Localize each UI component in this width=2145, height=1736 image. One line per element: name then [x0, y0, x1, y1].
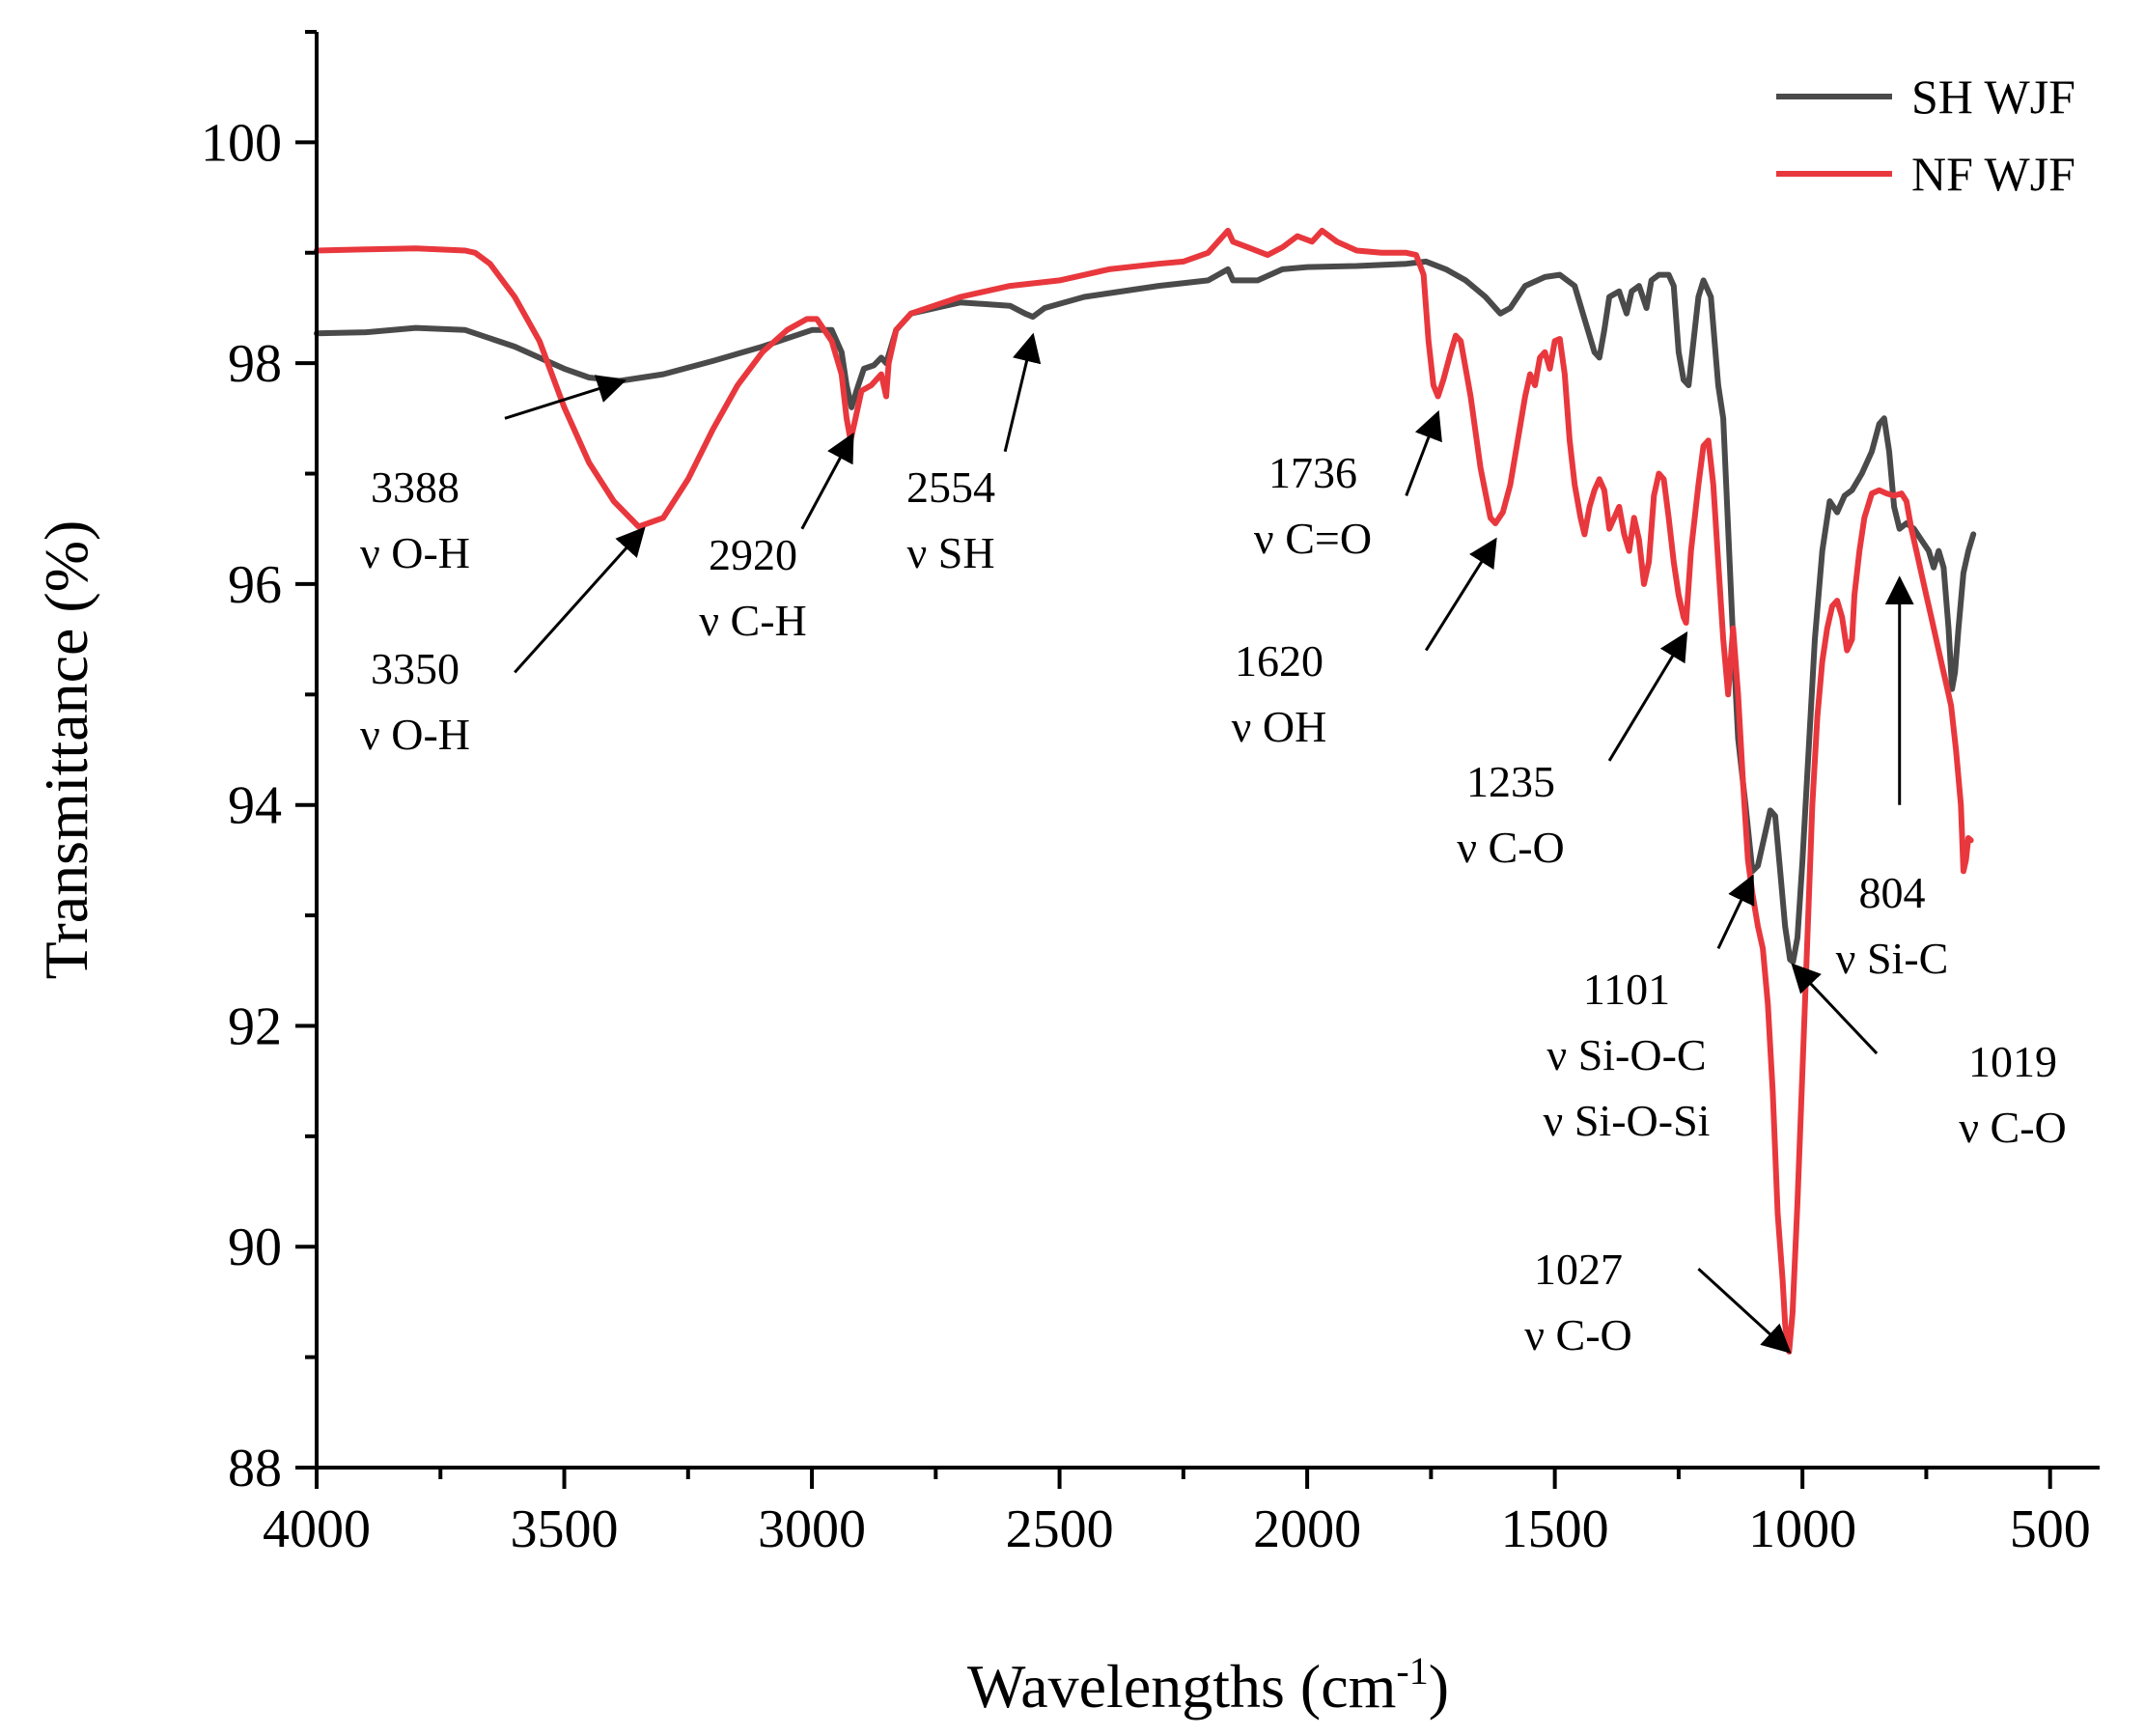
x-tick-label: 3000	[758, 1499, 866, 1559]
annotation-arrow	[800, 432, 854, 530]
legend-label-nf-wjf: NF WJF	[1911, 147, 2075, 201]
annotation-1027: 1027 ν C-O	[1524, 1245, 1792, 1359]
annotation-arrow	[1607, 630, 1688, 762]
annotation-assignment: ν C-O	[1959, 1103, 2067, 1152]
x-tick-label: 500	[2010, 1499, 2091, 1559]
annotation-assignment: ν Si-O-C	[1546, 1030, 1706, 1079]
annotation-2554: 2554 ν SH	[906, 332, 1042, 577]
annotation-assignment: ν O-H	[360, 528, 470, 577]
annotation-wavenumber: 3388	[371, 462, 460, 512]
annotation-wavenumber: 1027	[1534, 1245, 1623, 1294]
legend: SH WJF NF WJF	[1776, 70, 2075, 201]
annotation-wavenumber: 2920	[709, 530, 797, 579]
y-tick-label: 100	[201, 113, 282, 173]
annotation-assignment: ν O-H	[360, 710, 470, 759]
annotation-assignment: ν OH	[1232, 702, 1327, 751]
y-tick-label: 88	[228, 1439, 282, 1498]
annotation-assignment: ν C=O	[1254, 514, 1372, 563]
annotation-wavenumber: 804	[1859, 868, 1926, 917]
annotation-assignment: ν C-H	[699, 596, 807, 645]
annotation-arrow	[1003, 332, 1042, 453]
x-tick-label: 2000	[1253, 1499, 1361, 1559]
annotation-wavenumber: 1235	[1466, 757, 1555, 806]
x-tick-label: 1500	[1501, 1499, 1609, 1559]
series-layer	[314, 227, 1977, 1355]
series-line-nf-wjf	[314, 227, 1974, 1355]
annotation-arrow	[1424, 537, 1497, 652]
legend-label-sh-wjf: SH WJF	[1911, 70, 2075, 124]
annotation-804: 804 ν Si-C	[1836, 575, 1949, 983]
y-tick-label: 92	[228, 996, 282, 1056]
annotations: 3388 ν O-H 3350 ν O-H 2920 ν C-H 2554 ν SH 1736 ν…	[360, 332, 2067, 1359]
x-tick-label: 2500	[1006, 1499, 1114, 1559]
annotation-arrow	[1791, 963, 1879, 1055]
annotation-assignment: ν Si-C	[1836, 934, 1949, 983]
y-tick-label: 94	[228, 776, 282, 836]
annotation-assignment: ν C-O	[1524, 1310, 1632, 1359]
annotation-assignment: ν SH	[906, 528, 994, 577]
annotation-wavenumber: 1019	[1968, 1037, 2057, 1086]
x-tick-label: 4000	[263, 1499, 371, 1559]
y-tick-label: 98	[228, 334, 282, 394]
annotation-1101: 1101 ν Si-O-C ν Si-O-Si	[1544, 874, 1755, 1145]
annotation-assignment: ν C-O	[1457, 823, 1565, 872]
axes: 4000 3500 3000 2500 2000 1500 1000 500 88 90 92 94 9…	[32, 30, 2100, 1721]
annotation-2920: 2920 ν C-H	[699, 432, 854, 645]
annotation-3350: 3350 ν O-H	[360, 526, 646, 759]
annotation-arrow	[514, 526, 646, 674]
annotation-wavenumber: 2554	[906, 462, 995, 512]
series-line-sh-wjf	[314, 258, 1977, 966]
y-tick-label: 90	[228, 1218, 282, 1277]
annotation-1019: 1019 ν C-O	[1791, 963, 2067, 1152]
annotation-3388: 3388 ν O-H	[360, 375, 627, 577]
annotation-wavenumber: 1736	[1268, 448, 1357, 497]
annotation-arrow	[504, 375, 627, 420]
annotation-1235: 1235 ν C-O	[1457, 630, 1688, 872]
annotation-assignment: ν Si-O-Si	[1544, 1096, 1711, 1145]
x-tick-label: 1000	[1748, 1499, 1856, 1559]
annotation-arrow	[1716, 874, 1755, 950]
annotation-1736: 1736 ν C=O	[1254, 409, 1442, 563]
annotation-wavenumber: 1620	[1235, 636, 1323, 686]
x-axis-title: Wavelengths (cm-1)	[967, 1649, 1449, 1721]
annotation-1620: 1620 ν OH	[1232, 537, 1497, 751]
annotation-arrow	[1405, 409, 1442, 496]
annotation-wavenumber: 1101	[1583, 965, 1670, 1014]
x-tick-label: 3500	[511, 1499, 619, 1559]
y-tick-label: 96	[228, 555, 282, 615]
annotation-arrow	[1697, 1268, 1792, 1354]
annotation-wavenumber: 3350	[371, 644, 460, 693]
y-axis-title: Transmittance (%)	[32, 520, 100, 980]
